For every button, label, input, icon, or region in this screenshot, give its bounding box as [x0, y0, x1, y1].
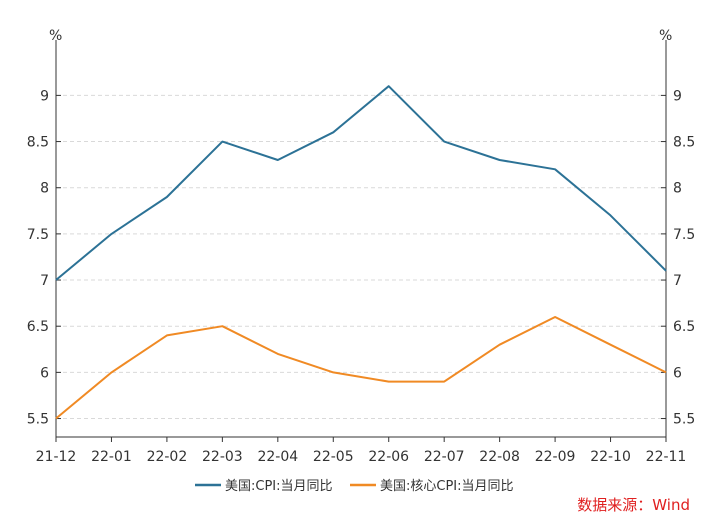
left-y-tick-label: 8 [40, 181, 49, 197]
right-y-tick-label: 5.5 [673, 412, 695, 428]
x-tick-label: 22-09 [535, 449, 576, 465]
right-y-tick-label: 7 [673, 273, 682, 289]
core-cpi-series-line [55, 316, 667, 420]
right-y-tick-label: 9 [673, 88, 682, 104]
x-tick-label: 22-08 [479, 449, 520, 465]
left-y-tick-label: 7.5 [27, 227, 49, 243]
x-tick-label: 22-05 [313, 449, 354, 465]
x-tick-label: 22-02 [147, 449, 188, 465]
right-axis-unit: % [659, 28, 672, 44]
x-tick-label: 21-12 [36, 449, 77, 465]
x-tick-label: 22-07 [424, 449, 465, 465]
source-note: 数据来源：Wind [577, 496, 690, 514]
left-y-tick-label: 9 [40, 88, 49, 104]
left-axis-unit: % [49, 28, 62, 44]
left-y-tick-label: 6 [40, 365, 49, 381]
left-y-tick-label: 7 [40, 273, 49, 289]
left-y-tick-label: 8.5 [27, 135, 49, 151]
cpi-series-line [55, 85, 667, 281]
right-y-tick-label: 6.5 [673, 319, 695, 335]
right-y-tick-label: 7.5 [673, 227, 695, 243]
left-y-tick-label: 5.5 [27, 412, 49, 428]
x-tick-label: 22-03 [202, 449, 243, 465]
right-y-tick-label: 8 [673, 181, 682, 197]
legend-item-cpi-label: 美国:CPI:当月同比 [225, 479, 333, 494]
x-tick-label: 22-10 [590, 449, 631, 465]
x-tick-label: 22-04 [257, 449, 298, 465]
x-tick-label: 22-01 [91, 449, 132, 465]
right-y-tick-label: 8.5 [673, 135, 695, 151]
x-tick-label: 22-06 [368, 449, 409, 465]
right-y-tick-label: 6 [673, 365, 682, 381]
legend-item-core-cpi-label: 美国:核心CPI:当月同比 [380, 479, 514, 494]
x-tick-label: 22-11 [646, 449, 687, 465]
left-y-tick-label: 6.5 [27, 319, 49, 335]
